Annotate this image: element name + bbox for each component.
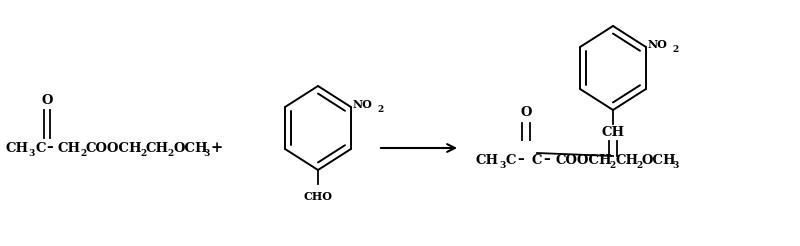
Text: 3: 3 bbox=[672, 160, 678, 169]
Text: 2: 2 bbox=[80, 149, 86, 157]
Text: 2: 2 bbox=[140, 149, 146, 157]
Text: C: C bbox=[531, 154, 542, 167]
Text: O: O bbox=[520, 106, 532, 119]
Text: CHO: CHO bbox=[303, 190, 333, 201]
Text: –: – bbox=[46, 141, 53, 154]
Text: OCH: OCH bbox=[642, 154, 677, 167]
Text: OCH: OCH bbox=[173, 141, 208, 154]
Text: 2: 2 bbox=[609, 160, 615, 169]
Text: C: C bbox=[505, 154, 515, 167]
Text: CH: CH bbox=[57, 141, 80, 154]
Text: –: – bbox=[543, 154, 550, 167]
Text: C: C bbox=[35, 141, 46, 154]
Text: COOCH: COOCH bbox=[86, 141, 142, 154]
Text: 3: 3 bbox=[28, 149, 34, 157]
Text: 2: 2 bbox=[378, 106, 384, 114]
Text: 3: 3 bbox=[499, 160, 506, 169]
Text: COOCH: COOCH bbox=[555, 154, 612, 167]
Text: CH: CH bbox=[602, 125, 625, 138]
Text: NO: NO bbox=[648, 40, 668, 50]
Text: +: + bbox=[211, 141, 223, 155]
Text: CH: CH bbox=[615, 154, 638, 167]
Text: CH: CH bbox=[146, 141, 169, 154]
Text: 2: 2 bbox=[673, 46, 679, 55]
Text: NO: NO bbox=[353, 99, 373, 110]
Text: 2: 2 bbox=[167, 149, 174, 157]
Text: –: – bbox=[517, 154, 524, 167]
Text: 3: 3 bbox=[203, 149, 210, 157]
Text: 2: 2 bbox=[636, 160, 642, 169]
Text: CH: CH bbox=[5, 141, 28, 154]
Text: CH: CH bbox=[476, 154, 499, 167]
Text: O: O bbox=[42, 93, 53, 107]
